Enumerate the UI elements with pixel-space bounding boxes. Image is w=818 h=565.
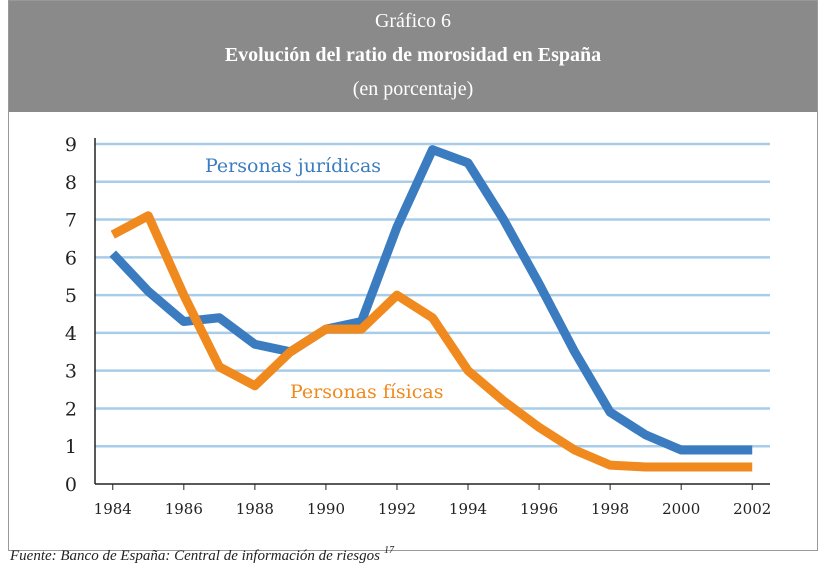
y-tick-label: 4 [65, 323, 77, 345]
x-tick-label: 1998 [591, 500, 629, 518]
x-tick-label: 1996 [520, 500, 558, 518]
series-line [110, 211, 753, 472]
x-tick-label: 1992 [378, 500, 416, 518]
unit-note: (en porcentaje) [353, 78, 473, 100]
y-tick-label: 3 [65, 361, 77, 383]
x-tick-label: 1988 [236, 500, 274, 518]
series-label: Personas jurídicas [205, 155, 381, 177]
x-tick-label: 1990 [307, 500, 345, 518]
source-ref: 17 [384, 545, 395, 556]
y-tick-label: 5 [65, 285, 77, 307]
source: Fuente: Banco de España: Central de info… [9, 545, 395, 564]
x-tick-label: 2002 [733, 500, 771, 518]
y-tick-label: 0 [65, 474, 77, 496]
y-tick-label: 9 [65, 134, 77, 156]
y-tick-label: 8 [65, 172, 77, 194]
series-label: Personas físicas [290, 381, 443, 403]
chart-subtitle: Evolución del ratio de morosidad en Espa… [225, 44, 601, 66]
x-tick-label: 2000 [662, 500, 700, 518]
x-tick-label: 1994 [449, 500, 487, 518]
y-tick-label: 6 [65, 247, 77, 269]
series-line [109, 145, 753, 455]
source-text: Fuente: Banco de España: Central de info… [9, 548, 380, 564]
y-tick-label: 2 [65, 398, 77, 420]
chart-title: Gráfico 6 [375, 10, 451, 32]
header-band [8, 0, 818, 112]
x-tick-label: 1986 [165, 500, 203, 518]
y-tick-label: 1 [65, 436, 77, 458]
x-tick-label: 1984 [94, 500, 132, 518]
y-tick-label: 7 [65, 210, 77, 232]
